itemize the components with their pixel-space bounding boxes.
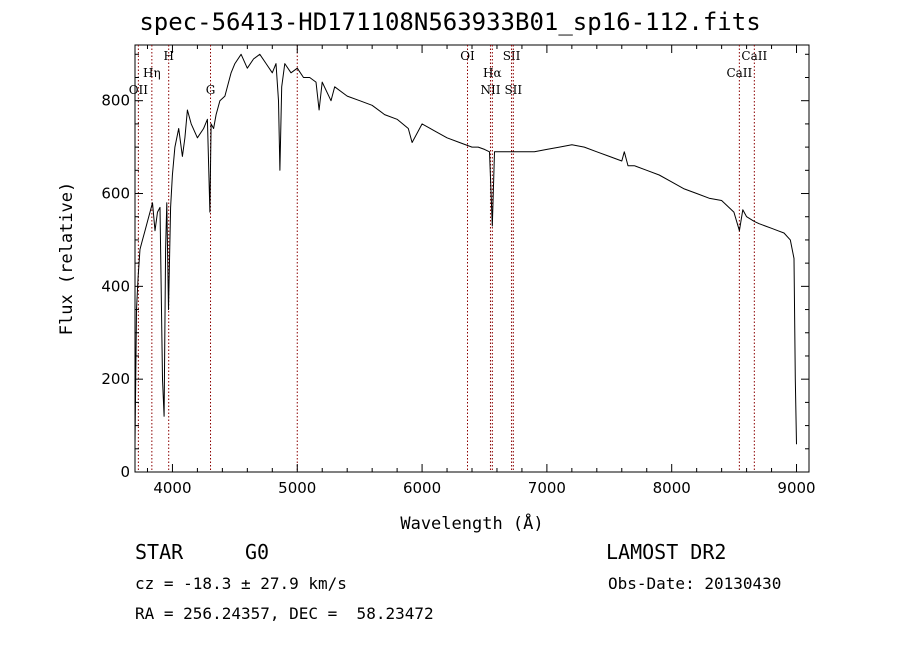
spectral-line-label: G (206, 83, 216, 97)
y-tick-label: 800 (101, 92, 130, 110)
spectral-line-label: OII (129, 83, 149, 97)
object-subclass: G0 (245, 540, 270, 564)
spectrum-line (134, 53, 797, 445)
x-tick-label: 6000 (403, 479, 441, 497)
plot-frame (134, 44, 810, 473)
spectral-line-label: H (163, 49, 173, 63)
coordinates-text: RA = 256.24357, DEC = 58.23472 (135, 604, 434, 623)
redshift-text: cz = -18.3 ± 27.9 km/s (135, 574, 347, 593)
spectral-line-label: Hη (143, 66, 161, 80)
x-tick-label: 8000 (653, 479, 691, 497)
y-tick-label: 400 (101, 277, 130, 295)
x-tick-label: 5000 (278, 479, 316, 497)
x-tick-label: 9000 (777, 479, 815, 497)
observation-date: Obs-Date: 20130430 (608, 574, 782, 593)
x-tick-label: 4000 (153, 479, 191, 497)
x-tick-label: 7000 (528, 479, 566, 497)
spectral-line-label: CaII (726, 66, 752, 80)
spectral-line-label: CaII (741, 49, 767, 63)
spectral-line-label: SII (503, 49, 521, 63)
spectral-line-label: SII (504, 83, 522, 97)
survey-name: LAMOST DR2 (606, 540, 727, 564)
spectral-line-label: Hα (483, 66, 502, 80)
object-class: STAR (135, 540, 184, 564)
y-tick-label: 200 (101, 370, 130, 388)
y-tick-label: 600 (101, 185, 130, 203)
spectral-line-label: OI (460, 49, 475, 63)
chart-title: spec-56413-HD171108N563933B01_sp16-112.f… (139, 8, 761, 36)
spectral-line-label: NII (480, 83, 500, 97)
x-axis-label: Wavelength (Å) (400, 512, 543, 534)
y-axis-label: Flux (relative) (57, 182, 77, 336)
y-tick-label: 0 (120, 463, 130, 481)
